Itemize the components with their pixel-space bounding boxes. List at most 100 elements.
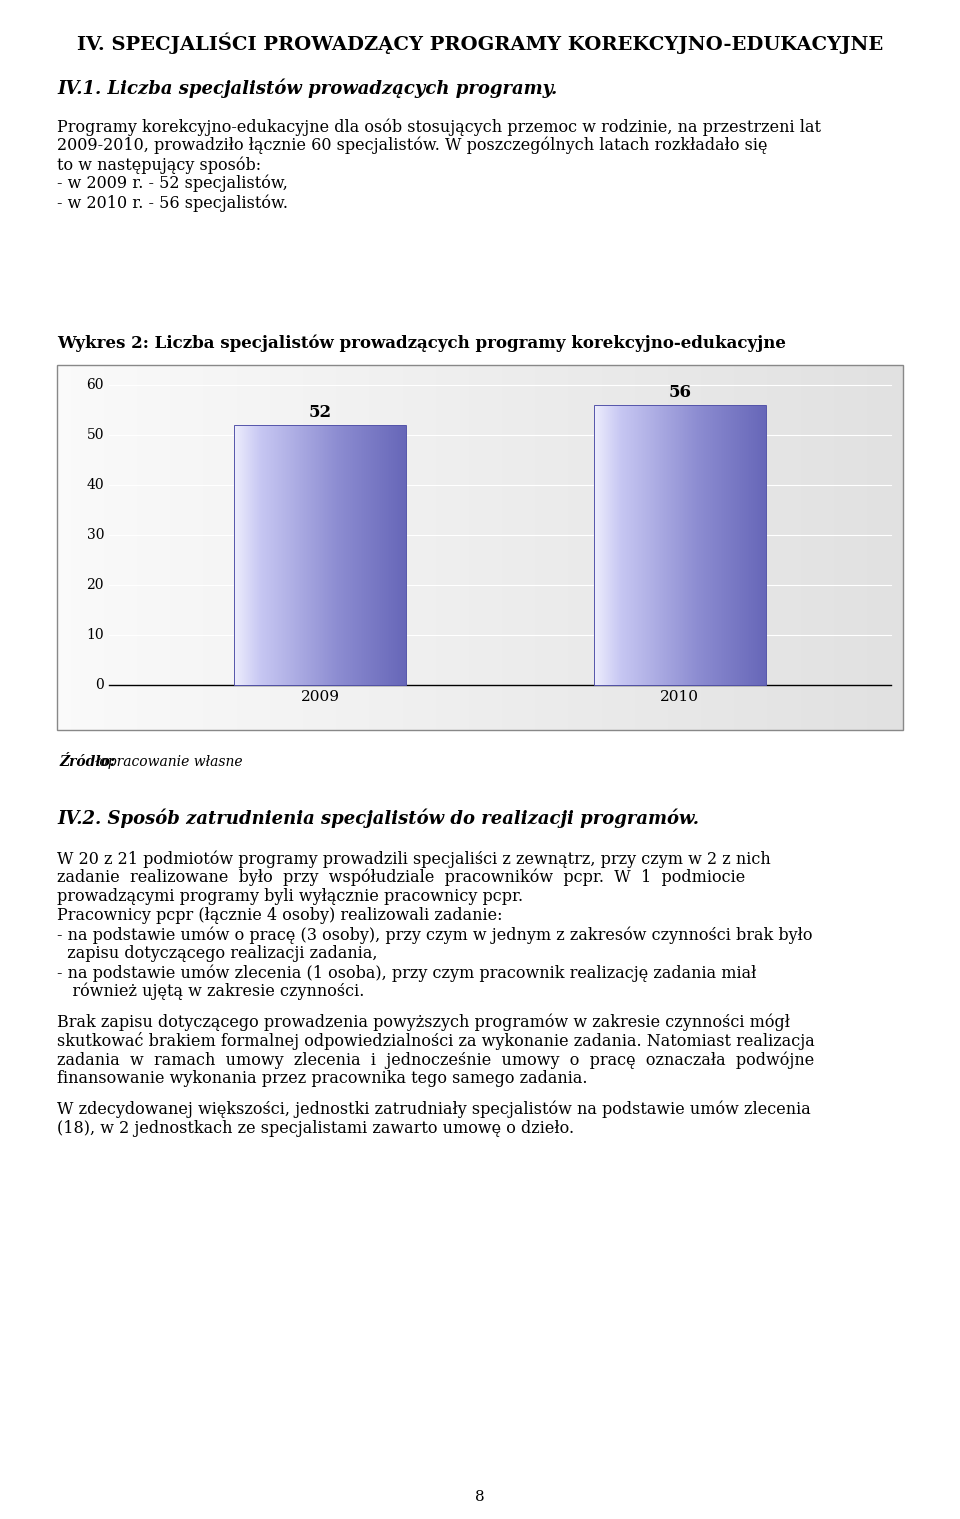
Bar bbox=[811, 365, 812, 731]
Bar bbox=[760, 406, 761, 685]
Bar bbox=[94, 365, 95, 731]
Bar bbox=[739, 406, 740, 685]
Bar bbox=[810, 365, 811, 731]
Bar bbox=[340, 365, 341, 731]
Bar bbox=[678, 406, 679, 685]
Bar bbox=[555, 365, 556, 731]
Bar bbox=[390, 425, 391, 685]
Bar bbox=[194, 365, 195, 731]
Bar bbox=[288, 425, 289, 685]
Bar bbox=[227, 365, 228, 731]
Bar bbox=[694, 406, 695, 685]
Bar bbox=[516, 365, 517, 731]
Bar bbox=[538, 365, 539, 731]
Bar bbox=[702, 365, 703, 731]
Bar bbox=[696, 365, 697, 731]
Bar bbox=[474, 365, 475, 731]
Bar bbox=[638, 406, 639, 685]
Bar bbox=[715, 365, 716, 731]
Bar bbox=[467, 365, 468, 731]
Bar bbox=[735, 365, 736, 731]
Bar bbox=[670, 365, 671, 731]
Text: zadania  w  ramach  umowy  zlecenia  i  jednocześnie  umowy  o  pracę  oznaczała: zadania w ramach umowy zlecenia i jednoc… bbox=[57, 1051, 814, 1069]
Bar bbox=[701, 406, 702, 685]
Bar bbox=[267, 365, 268, 731]
Text: opracowanie własne: opracowanie własne bbox=[95, 755, 243, 769]
Bar bbox=[693, 406, 694, 685]
Bar bbox=[163, 365, 164, 731]
Bar bbox=[786, 365, 787, 731]
Bar bbox=[726, 365, 727, 731]
Bar bbox=[813, 365, 814, 731]
Bar bbox=[259, 425, 260, 685]
Bar bbox=[85, 365, 86, 731]
Bar bbox=[794, 365, 795, 731]
Bar bbox=[714, 406, 715, 685]
Bar bbox=[543, 365, 544, 731]
Bar bbox=[888, 365, 889, 731]
Bar bbox=[547, 365, 548, 731]
Bar bbox=[436, 365, 437, 731]
Bar bbox=[400, 365, 401, 731]
Bar bbox=[301, 365, 302, 731]
Bar bbox=[244, 365, 245, 731]
Bar bbox=[328, 365, 329, 731]
Bar bbox=[300, 365, 301, 731]
Bar bbox=[97, 365, 98, 731]
Bar bbox=[343, 365, 344, 731]
Bar bbox=[734, 365, 735, 731]
Bar bbox=[280, 365, 281, 731]
Bar bbox=[124, 365, 125, 731]
Bar bbox=[588, 365, 589, 731]
Bar bbox=[558, 365, 559, 731]
Bar bbox=[568, 365, 569, 731]
Bar bbox=[495, 365, 496, 731]
Bar bbox=[271, 425, 272, 685]
Bar bbox=[367, 425, 368, 685]
Bar bbox=[857, 365, 858, 731]
Bar bbox=[252, 425, 253, 685]
Bar bbox=[335, 365, 336, 731]
Bar bbox=[311, 365, 312, 731]
Bar bbox=[161, 365, 162, 731]
Bar bbox=[303, 425, 304, 685]
Bar bbox=[78, 365, 79, 731]
Bar bbox=[860, 365, 861, 731]
Bar bbox=[100, 365, 101, 731]
Bar bbox=[256, 425, 257, 685]
Bar bbox=[98, 365, 99, 731]
Bar bbox=[780, 365, 781, 731]
Bar bbox=[747, 406, 748, 685]
Bar bbox=[526, 365, 527, 731]
Bar bbox=[362, 425, 363, 685]
Bar bbox=[635, 365, 636, 731]
Bar bbox=[236, 425, 237, 685]
Bar bbox=[649, 406, 650, 685]
Bar bbox=[704, 406, 705, 685]
Bar bbox=[282, 425, 283, 685]
Bar bbox=[620, 365, 621, 731]
Bar bbox=[144, 365, 145, 731]
Bar bbox=[628, 365, 629, 731]
Bar bbox=[330, 425, 331, 685]
Text: finansowanie wykonania przez pracownika tego samego zadania.: finansowanie wykonania przez pracownika … bbox=[57, 1071, 588, 1088]
Bar bbox=[591, 365, 592, 731]
Bar bbox=[641, 365, 642, 731]
Bar bbox=[89, 365, 90, 731]
Text: 8: 8 bbox=[475, 1490, 485, 1504]
Bar bbox=[339, 425, 340, 685]
Bar bbox=[376, 425, 377, 685]
Bar bbox=[275, 365, 276, 731]
Bar bbox=[646, 406, 647, 685]
Bar bbox=[687, 406, 689, 685]
Bar bbox=[363, 425, 364, 685]
Bar bbox=[828, 365, 829, 731]
Bar bbox=[639, 406, 641, 685]
Bar bbox=[824, 365, 825, 731]
Bar bbox=[438, 365, 439, 731]
Bar bbox=[703, 406, 704, 685]
Bar bbox=[272, 365, 273, 731]
Bar bbox=[112, 365, 113, 731]
Bar bbox=[672, 406, 673, 685]
Bar bbox=[66, 365, 67, 731]
